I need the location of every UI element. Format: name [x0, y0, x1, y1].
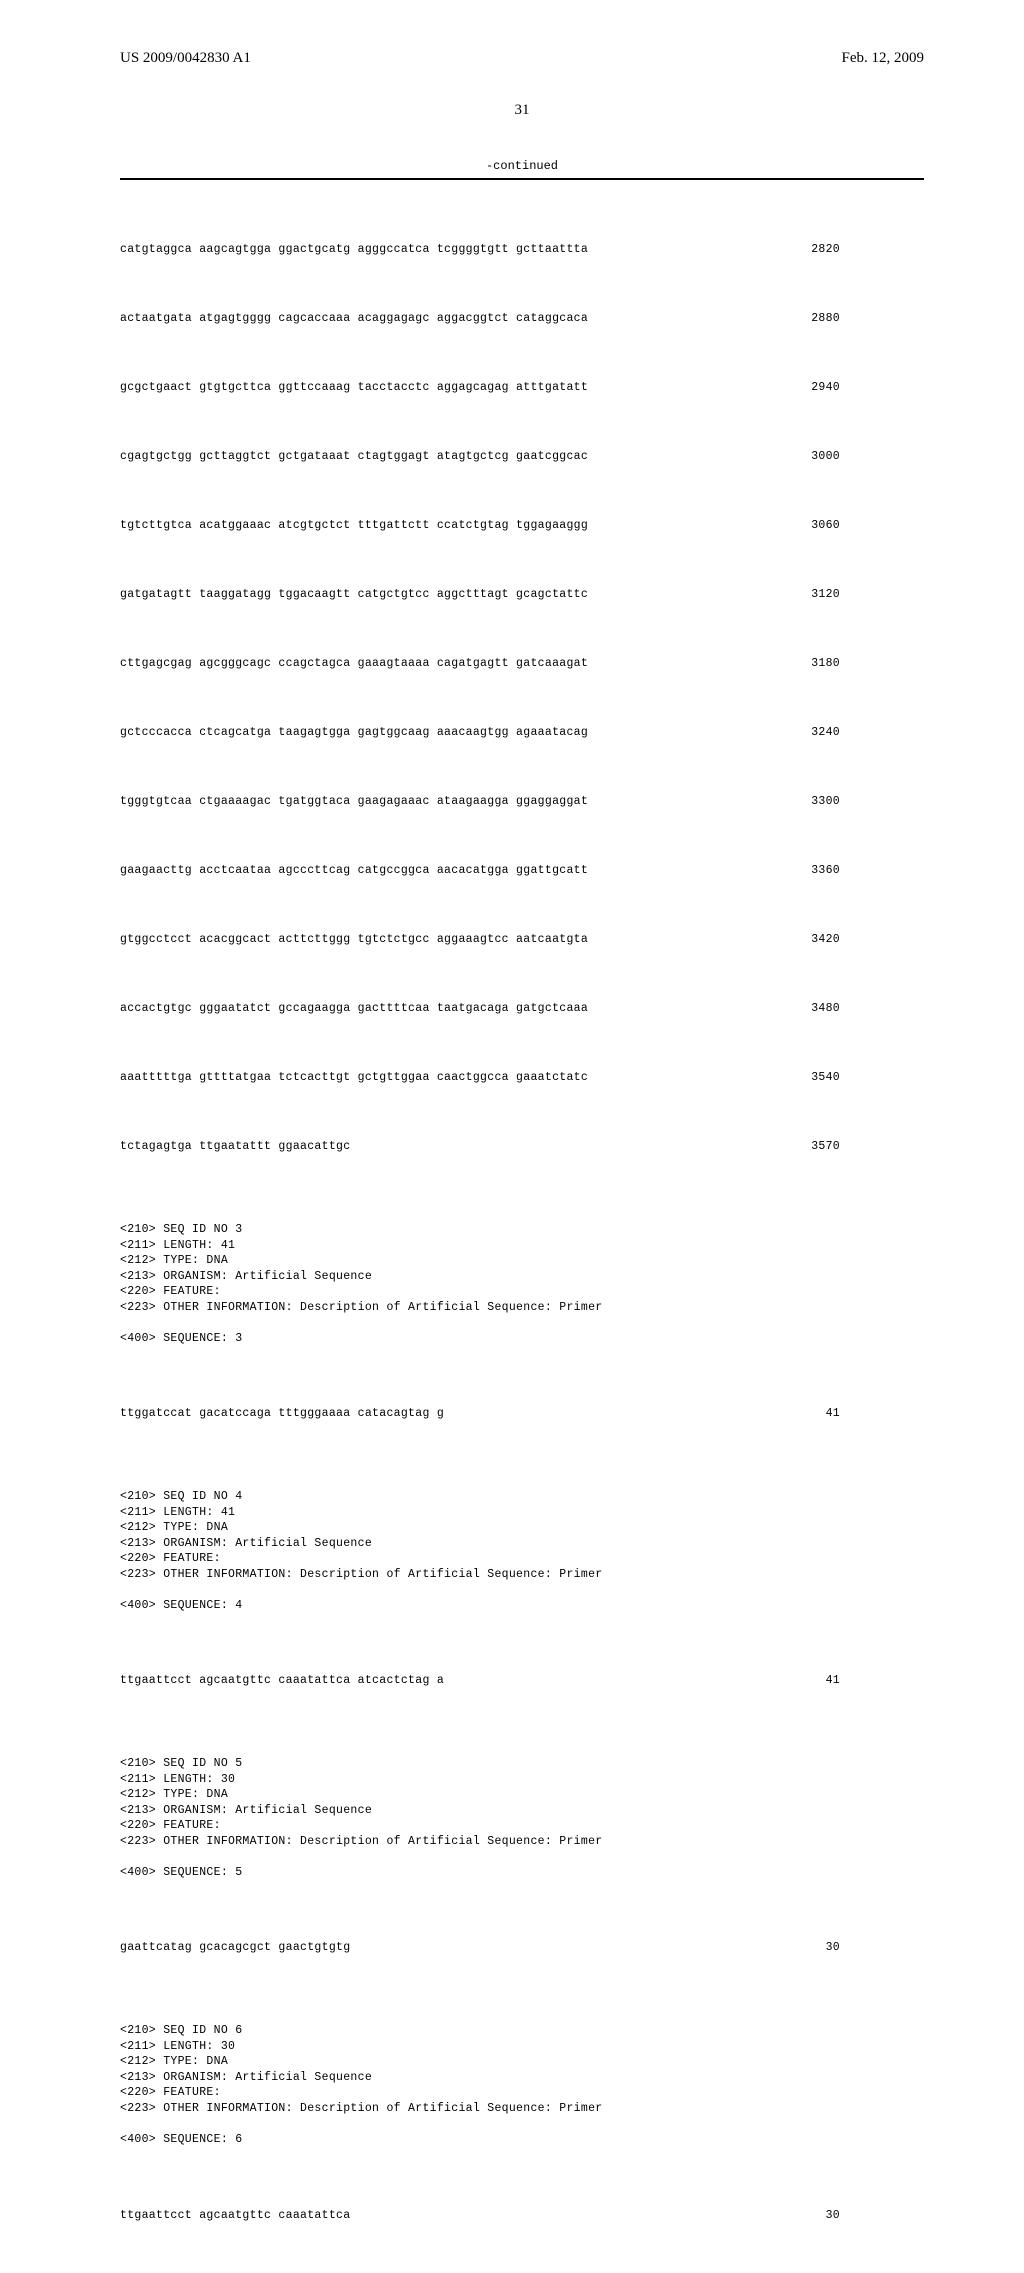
seq-line: ttgaattcct agcaatgttc caaatattca atcactc… — [120, 1669, 840, 1692]
seq-text: tgtcttgtca acatggaaac atcgtgctct tttgatt… — [120, 514, 588, 537]
seq-num: 2940 — [790, 376, 840, 399]
seq-num: 3180 — [790, 652, 840, 675]
seq-text: gaattcatag gcacagcgct gaactgtgtg — [120, 1936, 350, 1959]
seq-num: 41 — [790, 1402, 840, 1425]
seq-line: gctcccacca ctcagcatga taagagtgga gagtggc… — [120, 721, 840, 744]
seq-line: actaatgata atgagtgggg cagcaccaaa acaggag… — [120, 307, 840, 330]
seq-line: tctagagtga ttgaatattt ggaacattgc 3570 — [120, 1135, 840, 1158]
seq-text: gcgctgaact gtgtgcttca ggttccaaag tacctac… — [120, 376, 588, 399]
divider — [120, 178, 924, 180]
seq3-data: ttggatccat gacatccaga tttgggaaaa catacag… — [120, 1356, 924, 1471]
seq4-data: ttgaattcct agcaatgttc caaatattca atcactc… — [120, 1623, 924, 1738]
seq-line: catgtaggca aagcagtgga ggactgcatg agggcca… — [120, 238, 840, 261]
publication-date: Feb. 12, 2009 — [842, 50, 925, 67]
seq-num: 3000 — [790, 445, 840, 468]
seq-line: gaattcatag gcacagcgct gaactgtgtg 30 — [120, 1936, 840, 1959]
seq-line: ttggatccat gacatccaga tttgggaaaa catacag… — [120, 1402, 840, 1425]
seq-text: cgagtgctgg gcttaggtct gctgataaat ctagtgg… — [120, 445, 588, 468]
seq-line: gtggcctcct acacggcact acttcttggg tgtctct… — [120, 928, 840, 951]
seq6-data: ttgaattcct agcaatgttc caaatattca 30 — [120, 2158, 924, 2273]
seq-num: 30 — [790, 2204, 840, 2227]
seq-text: catgtaggca aagcagtgga ggactgcatg agggcca… — [120, 238, 588, 261]
seq-line: gcgctgaact gtgtgcttca ggttccaaag tacctac… — [120, 376, 840, 399]
seq-num: 3120 — [790, 583, 840, 606]
seq-line: ttgaattcct agcaatgttc caaatattca 30 — [120, 2204, 840, 2227]
seq-line: gaagaacttg acctcaataa agcccttcag catgccg… — [120, 859, 840, 882]
seq-line: tgtcttgtca acatggaaac atcgtgctct tttgatt… — [120, 514, 840, 537]
seq-num: 3060 — [790, 514, 840, 537]
seq-text: gaagaacttg acctcaataa agcccttcag catgccg… — [120, 859, 588, 882]
seq-text: aaatttttga gttttatgaa tctcacttgt gctgttg… — [120, 1066, 588, 1089]
seq-line: cgagtgctgg gcttaggtct gctgataaat ctagtgg… — [120, 445, 840, 468]
seq-text: gtggcctcct acacggcact acttcttggg tgtctct… — [120, 928, 588, 951]
seq-num: 3240 — [790, 721, 840, 744]
seq-num: 3420 — [790, 928, 840, 951]
page-header: US 2009/0042830 A1 Feb. 12, 2009 — [120, 50, 924, 67]
seq-text: tctagagtga ttgaatattt ggaacattgc — [120, 1135, 350, 1158]
seq-text: gatgatagtt taaggatagg tggacaagtt catgctg… — [120, 583, 588, 606]
seq6-meta: <210> SEQ ID NO 6 <211> LENGTH: 30 <212>… — [120, 2023, 924, 2147]
seq-num: 30 — [790, 1936, 840, 1959]
page-number: 31 — [120, 102, 924, 119]
seq5-data: gaattcatag gcacagcgct gaactgtgtg 30 — [120, 1890, 924, 2005]
continued-label: -continued — [120, 159, 924, 173]
seq-line: aaatttttga gttttatgaa tctcacttgt gctgttg… — [120, 1066, 840, 1089]
seq-text: tgggtgtcaa ctgaaaagac tgatggtaca gaagaga… — [120, 790, 588, 813]
seq-line: accactgtgc gggaatatct gccagaagga gactttt… — [120, 997, 840, 1020]
seq-num: 3540 — [790, 1066, 840, 1089]
seq4-meta: <210> SEQ ID NO 4 <211> LENGTH: 41 <212>… — [120, 1489, 924, 1613]
seq-text: actaatgata atgagtgggg cagcaccaaa acaggag… — [120, 307, 588, 330]
seq-text: cttgagcgag agcgggcagc ccagctagca gaaagta… — [120, 652, 588, 675]
seq-text: ttgaattcct agcaatgttc caaatattca atcactc… — [120, 1669, 444, 1692]
seq-num: 41 — [790, 1669, 840, 1692]
seq-num: 2880 — [790, 307, 840, 330]
seq-text: gctcccacca ctcagcatga taagagtgga gagtggc… — [120, 721, 588, 744]
seq-line: tgggtgtcaa ctgaaaagac tgatggtaca gaagaga… — [120, 790, 840, 813]
patent-page: US 2009/0042830 A1 Feb. 12, 2009 31 -con… — [0, 0, 1024, 1320]
seq-line: gatgatagtt taaggatagg tggacaagtt catgctg… — [120, 583, 840, 606]
seq-line: cttgagcgag agcgggcagc ccagctagca gaaagta… — [120, 652, 840, 675]
seq-num: 3570 — [790, 1135, 840, 1158]
seq3-meta: <210> SEQ ID NO 3 <211> LENGTH: 41 <212>… — [120, 1222, 924, 1346]
seq-text: accactgtgc gggaatatct gccagaagga gactttt… — [120, 997, 588, 1020]
seq-num: 3300 — [790, 790, 840, 813]
seq-num: 2820 — [790, 238, 840, 261]
publication-number: US 2009/0042830 A1 — [120, 50, 251, 67]
sequence-block-1: catgtaggca aagcagtgga ggactgcatg agggcca… — [120, 192, 924, 1204]
seq-text: ttggatccat gacatccaga tttgggaaaa catacag… — [120, 1402, 444, 1425]
seq-num: 3360 — [790, 859, 840, 882]
seq-num: 3480 — [790, 997, 840, 1020]
seq-text: ttgaattcct agcaatgttc caaatattca — [120, 2204, 350, 2227]
seq5-meta: <210> SEQ ID NO 5 <211> LENGTH: 30 <212>… — [120, 1756, 924, 1880]
